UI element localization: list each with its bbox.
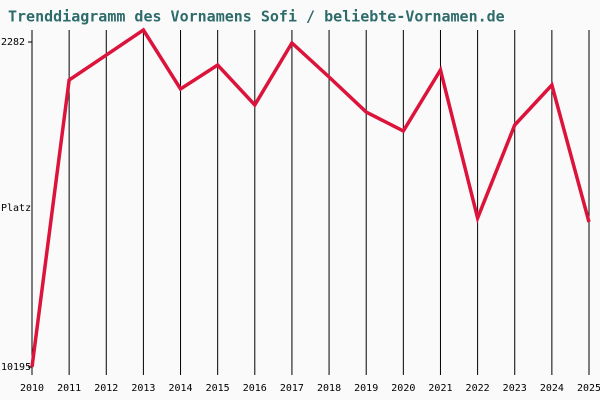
x-tick-label: 2013 <box>131 383 155 394</box>
x-tick-label: 2015 <box>206 383 230 394</box>
x-tick-label: 2017 <box>280 383 304 394</box>
x-tick-label: 2010 <box>20 383 44 394</box>
x-tick-label: 2024 <box>540 383 564 394</box>
y-tick-label: 10195 <box>1 362 31 373</box>
x-tick-label: 2012 <box>94 383 118 394</box>
x-tick-label: 2016 <box>243 383 267 394</box>
x-tick-label: 2014 <box>168 383 192 394</box>
x-tick-label: 2021 <box>428 383 452 394</box>
y-tick-label: 2282 <box>1 37 25 48</box>
x-tick-label: 2025 <box>577 383 600 394</box>
chart-title: Trenddiagramm des Vornamens Sofi / belie… <box>8 8 505 26</box>
x-tick-label: 2023 <box>503 383 527 394</box>
series-line <box>30 27 591 368</box>
x-tick-label: 2022 <box>466 383 490 394</box>
x-tick-label: 2011 <box>57 383 81 394</box>
x-tick-label: 2019 <box>354 383 378 394</box>
y-axis-label: Platz <box>1 203 31 214</box>
x-tick-label: 2018 <box>317 383 341 394</box>
x-tick-label: 2020 <box>391 383 415 394</box>
